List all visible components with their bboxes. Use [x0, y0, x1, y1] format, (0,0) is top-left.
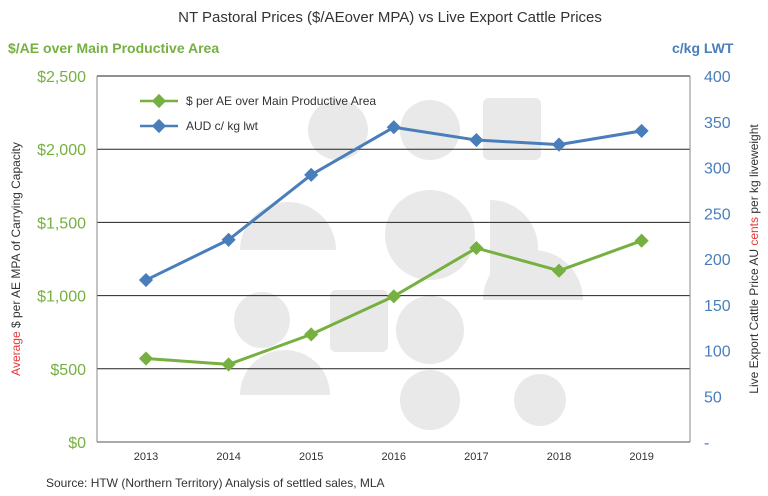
data-point — [551, 137, 567, 152]
data-point — [469, 240, 484, 256]
data-point — [138, 272, 154, 288]
left-tick-label: $500 — [50, 362, 86, 379]
data-point — [469, 132, 484, 148]
data-point — [138, 351, 154, 366]
left-tick-label: $2,500 — [37, 69, 86, 86]
x-tick-label: 2015 — [299, 451, 323, 463]
source-note: Source: HTW (Northern Territory) Analysi… — [46, 476, 385, 490]
left-axis-header: $/AE over Main Productive Area — [8, 40, 219, 56]
legend-label-series-1: AUD c/ kg lwt — [186, 119, 259, 133]
right-axis-header: c/kg LWT — [672, 40, 734, 56]
data-point — [634, 233, 649, 248]
right-tick-label: 300 — [704, 161, 731, 178]
right-axis-label-after: per kg liveweight — [747, 124, 761, 217]
right-axis-label-before: Live Export Cattle Price AU — [747, 246, 761, 394]
x-tick-label: 2019 — [629, 451, 653, 463]
left-axis-label: Average $ per AE MPA of Carrying Capacit… — [9, 142, 23, 376]
right-tick-label: 350 — [704, 115, 731, 132]
left-tick-labels: $0 $500 $1,000 $1,500 $2,000 $2,500 — [37, 69, 86, 452]
left-tick-label: $2,000 — [37, 142, 86, 159]
x-tick-label: 2018 — [547, 451, 571, 463]
data-point — [551, 263, 567, 278]
data-point — [221, 357, 236, 372]
x-tick-label: 2014 — [216, 451, 240, 463]
x-tick-labels: 2013 2014 2015 2016 2017 2018 2019 — [134, 451, 654, 463]
left-tick-label: $1,000 — [37, 289, 86, 306]
right-tick-label: 250 — [704, 206, 731, 223]
left-axis-label-prefix: Average — [9, 331, 23, 376]
x-tick-label: 2013 — [134, 451, 158, 463]
data-point — [386, 120, 401, 135]
x-tick-label: 2017 — [464, 451, 488, 463]
data-point — [221, 232, 236, 247]
left-axis-label-rest: $ per AE MPA of Carrying Capacity — [9, 142, 23, 331]
left-tick-label: $1,500 — [37, 215, 86, 232]
right-axis-label-highlight: cents — [747, 217, 761, 246]
right-tick-label: 150 — [704, 298, 731, 315]
legend-label-series-0: $ per AE over Main Productive Area — [186, 94, 376, 108]
right-tick-labels: - 50 100 150 200 250 300 350 400 — [704, 69, 731, 452]
series-layer — [138, 120, 649, 372]
right-tick-label: - — [704, 435, 709, 452]
right-axis-label: Live Export Cattle Price AU cents per kg… — [747, 124, 761, 394]
data-point — [386, 289, 401, 304]
right-tick-label: 50 — [704, 389, 722, 406]
data-point — [634, 123, 649, 138]
right-tick-label: 100 — [704, 344, 731, 361]
legend-marker-series-1 — [151, 118, 167, 134]
legend-marker-series-0 — [151, 93, 167, 109]
left-tick-label: $0 — [68, 435, 86, 452]
right-tick-label: 200 — [704, 252, 731, 269]
data-point — [304, 167, 319, 182]
x-tick-label: 2016 — [382, 451, 406, 463]
chart-title: NT Pastoral Prices ($/AEover MPA) vs Liv… — [178, 9, 602, 26]
right-tick-label: 400 — [704, 69, 731, 86]
data-point — [304, 327, 319, 342]
